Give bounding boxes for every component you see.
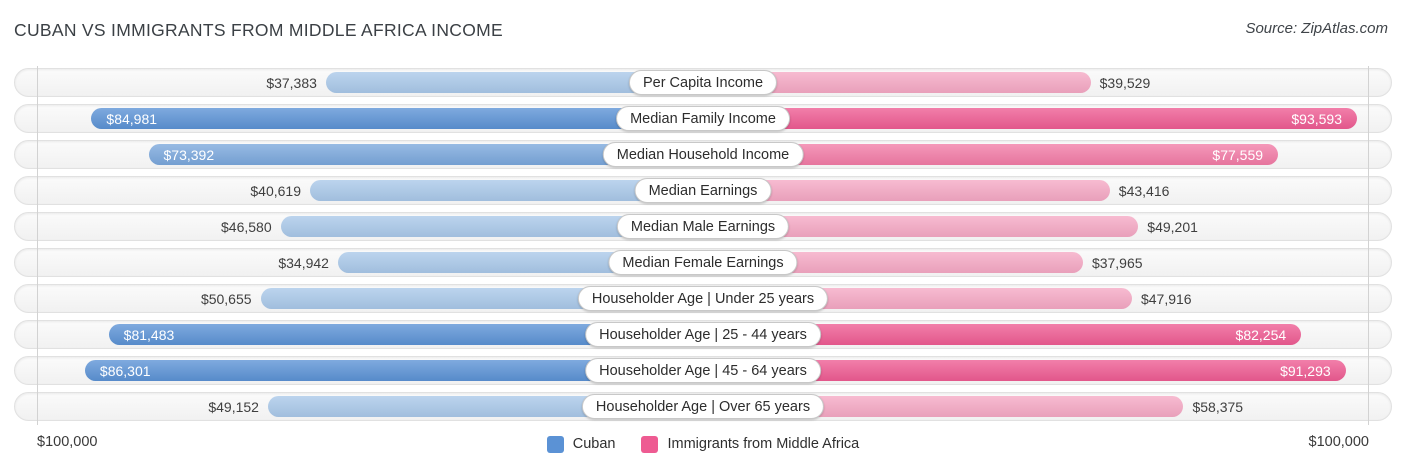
value-label-cuban: $73,392 [163, 146, 215, 163]
bar-immigrants [703, 180, 1110, 201]
bar-cuban [84, 360, 703, 381]
category-label: Median Earnings [648, 182, 758, 199]
value-label-cuban: $81,483 [123, 326, 175, 343]
value-label-cuban: $86,301 [99, 362, 151, 379]
chart-row: $49,152 $58,375 Householder Age | Over 6… [14, 392, 1392, 421]
bar-immigrants [703, 72, 1091, 93]
value-label-immigrants: $93,593 [1291, 110, 1342, 127]
bar-immigrants [703, 144, 1278, 165]
bar-immigrants [703, 360, 1346, 381]
right-axis-guide-line [1368, 66, 1369, 425]
value-label-immigrants: $58,375 [1192, 398, 1244, 415]
value-label-immigrants: $77,559 [1212, 146, 1264, 163]
cuban-half: $84,981 [14, 108, 703, 129]
chart-row: $73,392 $77,559 Median Household Income [14, 140, 1392, 169]
chart-row: $37,383 $39,529 Per Capita Income [14, 68, 1392, 97]
legend-item-cuban: Cuban [546, 435, 616, 453]
legend-label-cuban: Cuban [572, 436, 616, 452]
left-axis-guide-line [37, 66, 38, 425]
legend: Cuban Immigrants from Middle Africa [0, 432, 1406, 456]
value-label-immigrants: $47,916 [1140, 290, 1192, 307]
category-pill: Householder Age | 25 - 44 years [585, 322, 821, 347]
cuban-half: $46,580 [14, 216, 703, 237]
cuban-half: $73,392 [14, 144, 703, 165]
immigrants-half: $37,965 [703, 252, 1392, 273]
category-pill: Median Male Earnings [616, 214, 790, 239]
immigrants-half: $43,416 [703, 180, 1392, 201]
category-label: Householder Age | 25 - 44 years [599, 326, 807, 343]
value-label-cuban: $49,152 [208, 398, 259, 415]
immigrants-half: $91,293 [703, 360, 1392, 381]
legend-label-immigrants: Immigrants from Middle Africa [667, 436, 860, 452]
axis-max-label-right: $100,000 [1308, 434, 1369, 450]
chart-row: $34,942 $37,965 Median Female Earnings [14, 248, 1392, 277]
value-label-immigrants: $82,254 [1235, 326, 1287, 343]
cuban-half: $37,383 [14, 72, 703, 93]
immigrants-half: $93,593 [703, 108, 1392, 129]
chart-row: $84,981 $93,593 Median Family Income [14, 104, 1392, 133]
chart-footer: $100,000 Cuban Immigrants from Middle Af… [0, 432, 1406, 456]
chart-row: $50,655 $47,916 Householder Age | Under … [14, 284, 1392, 313]
immigrants-half: $82,254 [703, 324, 1392, 345]
category-pill: Median Female Earnings [608, 250, 798, 275]
category-label: Householder Age | 45 - 64 years [599, 362, 807, 379]
bar-cuban [309, 180, 703, 201]
axis-max-label-left: $100,000 [37, 434, 98, 450]
chart-rows: $37,383 $39,529 Per Capita Income $84,98… [0, 68, 1406, 421]
bar-cuban [325, 72, 703, 93]
category-pill: Median Household Income [602, 142, 804, 167]
bar-immigrants [703, 216, 1139, 237]
cuban-half: $40,619 [14, 180, 703, 201]
category-pill: Median Earnings [634, 178, 772, 203]
bar-cuban [280, 216, 703, 237]
value-label-cuban: $46,580 [221, 218, 272, 235]
category-pill: Median Family Income [616, 106, 790, 131]
chart-row: $81,483 $82,254 Householder Age | 25 - 4… [14, 320, 1392, 349]
value-label-immigrants: $37,965 [1091, 254, 1143, 271]
immigrants-half: $39,529 [703, 72, 1392, 93]
income-comparison-chart: $37,383 $39,529 Per Capita Income $84,98… [0, 66, 1406, 428]
bar-immigrants [703, 252, 1083, 273]
cuban-half: $34,942 [14, 252, 703, 273]
bar-cuban [108, 324, 703, 345]
bar-cuban [148, 144, 703, 165]
source-credit: Source: ZipAtlas.com [1245, 20, 1388, 37]
value-label-cuban: $84,981 [106, 110, 158, 127]
category-label: Householder Age | Under 25 years [591, 290, 815, 307]
legend-item-immigrants: Immigrants from Middle Africa [641, 435, 860, 453]
bar-cuban [91, 108, 703, 129]
value-label-cuban: $37,383 [266, 74, 317, 91]
chart-row: $40,619 $43,416 Median Earnings [14, 176, 1392, 205]
bar-immigrants [703, 324, 1302, 345]
immigrants-half: $77,559 [703, 144, 1392, 165]
category-pill: Per Capita Income [628, 70, 778, 95]
cuban-half: $86,301 [14, 360, 703, 381]
cuban-half: $81,483 [14, 324, 703, 345]
category-label: Median Household Income [616, 146, 790, 163]
value-label-cuban: $50,655 [200, 290, 252, 307]
value-label-immigrants: $43,416 [1118, 182, 1170, 199]
category-pill: Householder Age | Under 25 years [577, 286, 829, 311]
page-title: CUBAN VS IMMIGRANTS FROM MIDDLE AFRICA I… [14, 20, 503, 40]
category-label: Median Family Income [630, 110, 776, 127]
value-label-immigrants: $39,529 [1099, 74, 1151, 91]
value-label-immigrants: $49,201 [1147, 218, 1198, 235]
bar-immigrants [703, 108, 1357, 129]
value-label-cuban: $40,619 [250, 182, 301, 199]
value-label-immigrants: $91,293 [1280, 362, 1331, 379]
chart-row: $86,301 $91,293 Householder Age | 45 - 6… [14, 356, 1392, 385]
category-label: Householder Age | Over 65 years [595, 398, 811, 415]
chart-row: $46,580 $49,201 Median Male Earnings [14, 212, 1392, 241]
legend-swatch-immigrants [641, 435, 659, 453]
legend-swatch-cuban [546, 435, 564, 453]
value-label-cuban: $34,942 [278, 254, 329, 271]
chart-header: CUBAN VS IMMIGRANTS FROM MIDDLE AFRICA I… [0, 0, 1406, 56]
category-label: Median Female Earnings [622, 254, 784, 271]
category-label: Median Male Earnings [630, 218, 776, 235]
category-pill: Householder Age | 45 - 64 years [585, 358, 821, 383]
immigrants-half: $49,201 [703, 216, 1392, 237]
category-pill: Householder Age | Over 65 years [581, 394, 825, 419]
category-label: Per Capita Income [642, 74, 764, 91]
